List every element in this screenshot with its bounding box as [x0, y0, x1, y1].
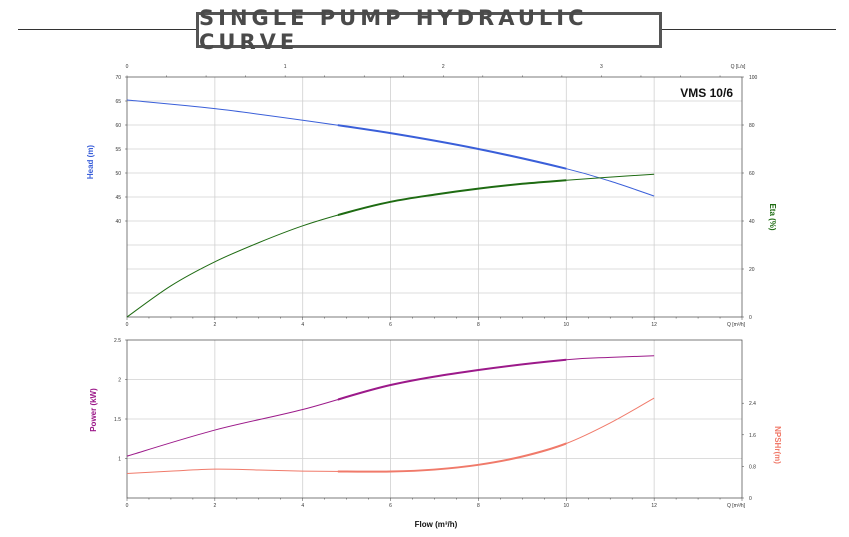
x-tick-label: 0 — [126, 503, 129, 509]
y-left-tick-label: 1 — [118, 457, 121, 463]
y-right-tick-label: 100 — [749, 75, 758, 81]
top-tick-label: 2 — [442, 64, 445, 70]
top-panel: 0 2 4 6 8 10 12 Q [m³/h]0 1 2 3 Q [L/s]404550556065… — [86, 64, 777, 328]
x-tick-label: 8 — [477, 503, 480, 509]
x-tick-label: 6 — [389, 322, 392, 328]
x-tick-label: 4 — [301, 322, 304, 328]
title-box: SINGLE PUMP HYDRAULIC CURVE — [196, 6, 662, 54]
y-left-tick-label: 65 — [115, 99, 121, 105]
y-right-tick-label: 40 — [749, 219, 755, 225]
title-rule-left — [18, 29, 196, 30]
series-working-range — [337, 358, 567, 401]
page-title: SINGLE PUMP HYDRAULIC CURVE — [199, 6, 588, 54]
y-right-tick-label: 2.4 — [749, 401, 756, 407]
y-left-tick-label: 60 — [115, 123, 121, 129]
y-left-tick-label: 1.5 — [114, 417, 121, 423]
y-right-tick-label: 0 — [749, 496, 752, 502]
series-working-range — [337, 179, 567, 217]
eta-axis-title: Eta (%) — [768, 203, 777, 230]
y-left-tick-label: 70 — [115, 75, 121, 81]
x-tick-label: 0 — [126, 322, 129, 328]
y-right-tick-label: 1.6 — [749, 433, 756, 439]
x-tick-label: 8 — [477, 322, 480, 328]
title-rule-right — [662, 29, 836, 30]
y-left-tick-label: 2.5 — [114, 338, 121, 344]
y-left-tick-label: 2 — [118, 378, 121, 384]
bottom-panel: 0 2 4 6 8 10 12 Q [m³/h] 1 1.5 2 2.5 0 0.8 1.6 2.4 Power… — [89, 338, 782, 529]
x-tick-label: 10 — [564, 503, 570, 509]
power-axis-title: Power (kW) — [89, 388, 98, 432]
npsh-axis-title: NPSHr(m) — [773, 426, 782, 464]
top-tick-label: 3 — [600, 64, 603, 70]
x-tick-label: 2 — [213, 322, 216, 328]
series-working-range — [337, 124, 567, 170]
y-left-tick-label: 45 — [115, 195, 121, 201]
y-right-tick-label: 0.8 — [749, 464, 756, 470]
y-right-tick-label: 20 — [749, 267, 755, 273]
y-left-tick-label: 55 — [115, 147, 121, 153]
x-tick-label: 12 — [651, 503, 657, 509]
y-left-tick-label: 40 — [115, 219, 121, 225]
head-axis-title: Head (m) — [86, 145, 95, 180]
y-right-tick-label: 0 — [749, 315, 752, 321]
x-unit-label: Q [m³/h] — [727, 503, 746, 509]
top-unit-label: Q [L/s] — [731, 64, 746, 70]
x-tick-label: 6 — [389, 503, 392, 509]
flow-axis-title: Flow (m³/h) — [415, 520, 458, 529]
y-left-tick-label: 50 — [115, 171, 121, 177]
x-tick-label: 10 — [564, 322, 570, 328]
y-right-tick-label: 80 — [749, 123, 755, 129]
y-right-tick-label: 60 — [749, 171, 755, 177]
x-tick-label: 4 — [301, 503, 304, 509]
top-tick-label: 0 — [126, 64, 129, 70]
top-tick-label: 1 — [284, 64, 287, 70]
x-tick-label: 2 — [213, 503, 216, 509]
x-unit-label: Q [m³/h] — [727, 322, 746, 328]
model-label: VMS 10/6 — [680, 86, 733, 100]
series-working-range — [337, 442, 567, 473]
x-tick-label: 12 — [651, 322, 657, 328]
